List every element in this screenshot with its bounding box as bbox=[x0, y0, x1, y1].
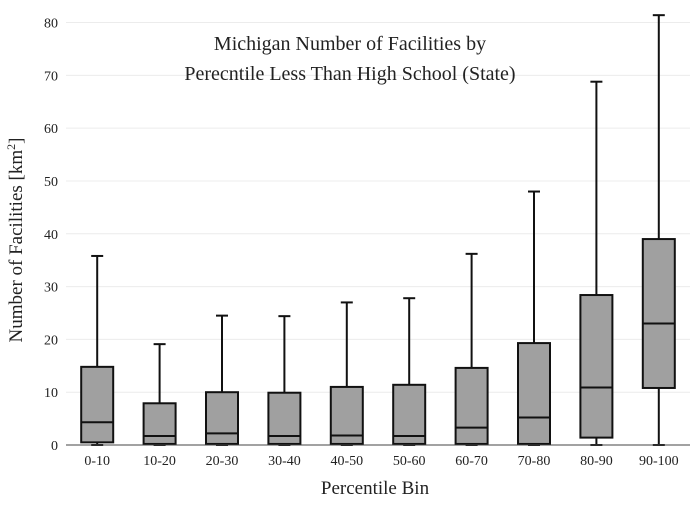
y-tick-label: 10 bbox=[44, 386, 58, 401]
y-tick-label: 20 bbox=[44, 333, 58, 348]
box-60-70 bbox=[454, 252, 489, 446]
box-iqr bbox=[392, 383, 427, 445]
box-iqr bbox=[80, 365, 115, 444]
y-tick-label: 0 bbox=[51, 439, 58, 454]
y-axis-title: Number of Facilities [km2] bbox=[4, 138, 27, 343]
x-tick-label: 40-50 bbox=[330, 454, 363, 469]
box-20-30 bbox=[205, 314, 239, 446]
x-tick-label: 10-20 bbox=[143, 454, 176, 469]
box-10-20 bbox=[142, 343, 177, 446]
chart-title-line-2: Perecntile Less Than High School (State) bbox=[184, 63, 515, 85]
x-tick-label: 30-40 bbox=[268, 454, 301, 469]
box-iqr bbox=[454, 366, 489, 445]
x-tick-label: 60-70 bbox=[455, 454, 488, 469]
box-70-80 bbox=[517, 190, 551, 446]
y-tick-labels: 0 10 20 30 40 50 60 70 80 bbox=[44, 17, 58, 454]
box-iqr bbox=[579, 294, 614, 439]
x-tick-label: 90-100 bbox=[639, 454, 679, 469]
y-tick-label: 50 bbox=[44, 175, 58, 190]
box-iqr bbox=[517, 342, 551, 445]
grid-lines bbox=[66, 22, 690, 393]
box-iqr bbox=[205, 391, 239, 445]
y-axis-title-sup: 2 bbox=[4, 144, 18, 150]
x-tick-label: 70-80 bbox=[518, 454, 551, 469]
y-axis-title-main: Number of Facilities [km bbox=[6, 150, 27, 343]
y-tick-label: 30 bbox=[44, 281, 58, 296]
box-30-40 bbox=[267, 315, 302, 446]
box-90-100 bbox=[641, 14, 676, 446]
x-tick-label: 80-90 bbox=[580, 454, 613, 469]
x-tick-label: 20-30 bbox=[206, 454, 239, 469]
box-iqr bbox=[142, 402, 177, 445]
y-tick-label: 70 bbox=[44, 69, 58, 84]
box-40-50 bbox=[329, 301, 364, 446]
chart-title-line-1: Michigan Number of Facilities by bbox=[214, 33, 486, 55]
x-axis-title: Percentile Bin bbox=[321, 478, 430, 499]
y-axis-title-end: ] bbox=[6, 138, 27, 144]
x-tick-label: 0-10 bbox=[84, 454, 110, 469]
y-tick-label: 80 bbox=[44, 17, 58, 32]
boxes bbox=[80, 14, 676, 446]
box-80-90 bbox=[579, 80, 614, 446]
box-iqr bbox=[329, 385, 364, 445]
box-iqr bbox=[641, 238, 676, 389]
y-tick-label: 40 bbox=[44, 228, 58, 243]
box-0-10 bbox=[80, 254, 115, 446]
x-tick-label: 50-60 bbox=[393, 454, 426, 469]
x-tick-labels: 0-10 10-20 20-30 30-40 40-50 50-60 60-70 70-80 8… bbox=[84, 454, 678, 469]
y-tick-label: 60 bbox=[44, 122, 58, 137]
box-50-60 bbox=[392, 297, 427, 446]
